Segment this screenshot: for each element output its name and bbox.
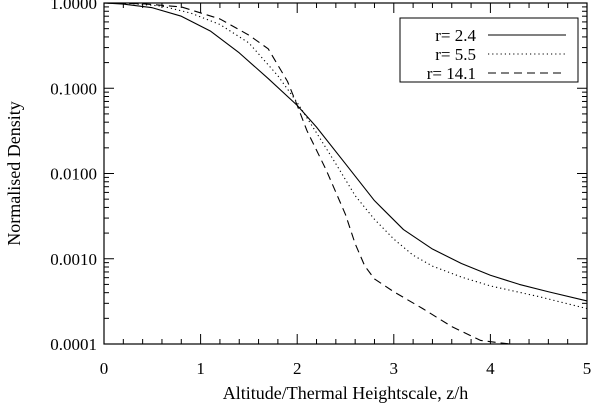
- series-line-2: [103, 2, 588, 310]
- series-line-3: [103, 2, 510, 345]
- y-tick-label: 0.0001: [50, 335, 97, 354]
- plot-frame: [103, 2, 588, 345]
- legend-box: [399, 17, 579, 83]
- legend-label-3: r= 14.1: [427, 64, 476, 83]
- y-tick-label: 0.0100: [50, 165, 97, 184]
- y-axis-title: Normalised Density: [4, 101, 24, 245]
- legend: r= 2.4r= 5.5r= 14.1: [399, 17, 579, 83]
- series-line-1: [103, 2, 588, 302]
- series-layer: [103, 2, 588, 345]
- x-tick-label: 5: [583, 359, 592, 378]
- y-tick-label: 1.0000: [50, 0, 97, 13]
- y-tick-label: 0.1000: [50, 79, 97, 98]
- x-tick-label: 4: [486, 359, 495, 378]
- x-tick-label: 1: [196, 359, 205, 378]
- x-tick-label: 2: [293, 359, 302, 378]
- tick-layer: [103, 2, 588, 345]
- y-tick-label: 0.0010: [50, 250, 97, 269]
- tick-label-layer: 0 1 2 3 4 5 1.0000 0.1000 0.0100 0.0010 0.0001: [50, 0, 591, 378]
- x-tick-label: 3: [390, 359, 399, 378]
- x-tick-label: 0: [100, 359, 109, 378]
- x-axis-title: Altitude/Thermal Heightscale, z/h: [223, 383, 468, 403]
- legend-label-2: r= 5.5: [435, 45, 476, 64]
- legend-label-1: r= 2.4: [435, 26, 476, 45]
